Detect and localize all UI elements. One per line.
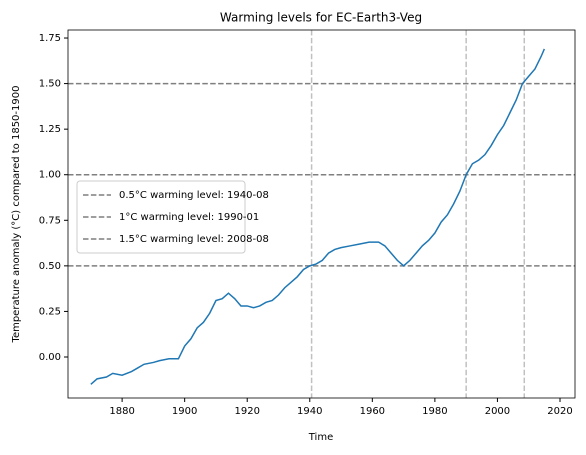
y-tick-label: 1.50 (39, 79, 61, 90)
x-tick-label: 1980 (422, 406, 447, 417)
legend-label: 1.5°C warming level: 2008-08 (119, 234, 269, 245)
plot-frame (67, 29, 576, 399)
legend-label: 1°C warming level: 1990-01 (119, 212, 259, 223)
x-tick-label: 1940 (297, 406, 322, 417)
y-tick-label: 0.25 (39, 306, 61, 317)
legend (76, 180, 246, 254)
chart-title: Warming levels for EC-Earth3-Veg (220, 11, 422, 25)
y-axis-label: Temperature anomaly (°C) compared to 185… (11, 86, 22, 344)
y-tick-label: 0.50 (39, 261, 61, 272)
x-tick-label: 2000 (485, 406, 510, 417)
x-axis-label: Time (308, 432, 333, 443)
x-tick-label: 1880 (109, 406, 134, 417)
y-tick-label: 0.75 (39, 215, 61, 226)
legend-label: 0.5°C warming level: 1940-08 (119, 190, 269, 201)
y-tick-label: 1.75 (39, 33, 61, 44)
x-tick-label: 1960 (360, 406, 385, 417)
x-tick-label: 2020 (547, 406, 572, 417)
x-tick-label: 1900 (172, 406, 197, 417)
y-tick-label: 1.25 (39, 124, 61, 135)
y-tick-label: 1.00 (39, 170, 61, 181)
data-line (90, 48, 546, 385)
x-tick-label: 1920 (234, 406, 259, 417)
plot-area (68, 30, 575, 398)
y-tick-label: 0.00 (39, 352, 61, 363)
